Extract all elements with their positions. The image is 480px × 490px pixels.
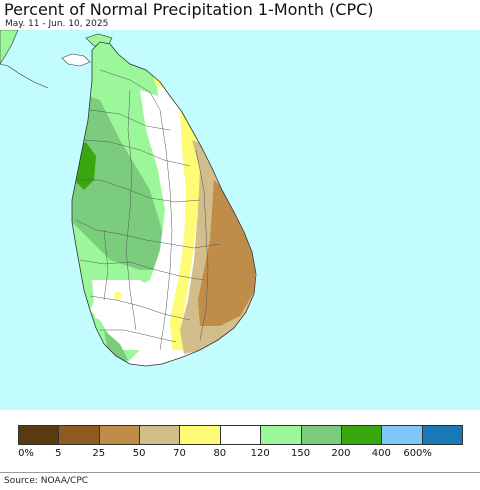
legend-swatch (260, 425, 302, 445)
legend-swatch (18, 425, 60, 445)
map-svg (0, 30, 480, 410)
northern-islet (61, 53, 91, 67)
legend-swatch (381, 425, 423, 445)
legend-ticks: 0% 5 25 50 70 80 120 150 200 400 600% (0, 448, 480, 462)
precipitation-map (0, 30, 480, 410)
legend-swatch (219, 425, 262, 445)
district-boundaries (75, 69, 221, 351)
map-title: Percent of Normal Precipitation 1-Month … (4, 0, 374, 19)
legend-swatch (58, 425, 100, 445)
color-legend (18, 425, 463, 445)
mainland-shoreline (0, 63, 49, 89)
legend-swatch (340, 425, 383, 445)
source-note: Source: NOAA/CPC (4, 476, 89, 486)
legend-tick-label: 400 (371, 448, 391, 459)
legend-swatch (300, 425, 342, 445)
legend-tick-label: 120 (250, 448, 270, 459)
legend-swatch (421, 425, 463, 445)
legend-swatch (139, 425, 181, 445)
mainland-coast (0, 30, 19, 65)
legend-swatch (98, 425, 141, 445)
legend-swatch (179, 425, 221, 445)
legend-tick-label: 0% (18, 448, 34, 459)
legend-tick-label: 25 (92, 448, 106, 459)
legend-tick-label: 70 (173, 448, 186, 459)
legend-tick-label: 150 (290, 448, 311, 459)
legend-tick-label: 5 (55, 448, 62, 459)
legend-tick-label: 600% (403, 448, 432, 459)
footer-divider (0, 472, 480, 473)
date-range: May. 11 - Jun. 10, 2025 (5, 19, 109, 29)
legend-tick-label: 80 (213, 448, 227, 459)
island-zones (72, 42, 256, 366)
legend-tick-label: 50 (132, 448, 146, 459)
legend-tick-label: 200 (331, 448, 351, 459)
